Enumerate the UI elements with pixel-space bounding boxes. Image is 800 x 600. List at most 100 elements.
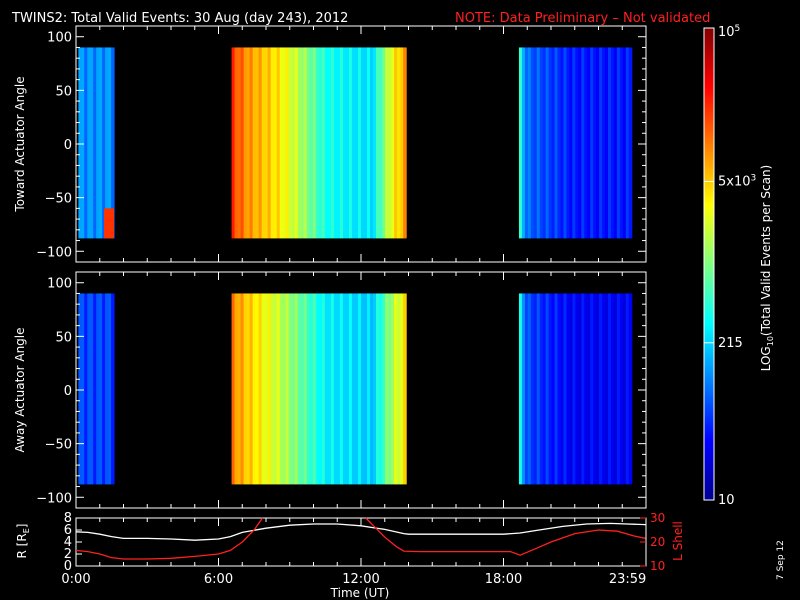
colorbar-tick-label: 105 xyxy=(718,24,740,40)
heatmap-column xyxy=(324,47,329,239)
heatmap-column xyxy=(391,47,395,239)
orbit-left-tick-label: 4 xyxy=(64,535,72,550)
heatmap-column xyxy=(569,47,573,239)
heatmap-column xyxy=(533,293,538,485)
heatmap-column xyxy=(524,293,529,485)
heatmap-column xyxy=(282,293,287,485)
heatmap-column xyxy=(327,293,332,485)
heatmap-column xyxy=(111,47,115,239)
heatmap-column xyxy=(78,47,82,239)
preliminary-note: NOTE: Data Preliminary – Not validated xyxy=(455,11,710,26)
heatmap-column xyxy=(542,293,547,485)
heatmap-hotspot xyxy=(104,208,114,239)
heatmap-column xyxy=(312,47,317,239)
heatmap-column xyxy=(342,47,347,239)
heatmap-column xyxy=(370,47,374,239)
heatmap-column xyxy=(619,293,624,485)
heatmap-column xyxy=(306,293,311,485)
heatmap-column xyxy=(572,293,576,485)
heatmap-column xyxy=(566,47,571,239)
heatmap-column xyxy=(81,47,85,239)
heatmap-column xyxy=(264,293,269,485)
heatmap-column xyxy=(403,47,407,239)
heatmap-column xyxy=(291,293,296,485)
heatmap-column xyxy=(357,293,362,485)
heatmap-column xyxy=(619,47,624,239)
heatmap-column xyxy=(315,47,320,239)
heatmap-column xyxy=(276,293,281,485)
heatmap-column xyxy=(518,293,523,485)
heatmap-column xyxy=(354,293,359,485)
heatmap-column xyxy=(602,293,606,485)
heatmap-column xyxy=(593,293,597,485)
heatmap-column xyxy=(294,47,299,239)
axis-ticks: 100 50 0 −50 −100 100 50 0 −50 −100 0:00 6:00 12:00 1… xyxy=(36,26,647,587)
heatmap-column xyxy=(279,47,284,239)
heatmap-column xyxy=(370,293,374,485)
heatmap-column xyxy=(622,293,627,485)
heatmap-column xyxy=(616,293,621,485)
heatmap-column xyxy=(596,293,600,485)
heatmap-column xyxy=(84,293,88,485)
heatmap-column xyxy=(548,293,553,485)
heatmap-column xyxy=(376,293,380,485)
x-tick-label: 6:00 xyxy=(204,572,233,587)
heatmap-column xyxy=(243,47,248,239)
orbit-right-tick-label: 30 xyxy=(650,511,665,525)
x-tick-label: 23:59 xyxy=(609,572,646,587)
heatmap-column xyxy=(518,47,523,239)
heatmap-column xyxy=(575,293,579,485)
heatmap-column xyxy=(345,293,350,485)
heatmap-column xyxy=(613,293,618,485)
colorbar-tick-label: 215 xyxy=(718,336,743,351)
heatmap-column xyxy=(590,293,594,485)
heatmap-column xyxy=(252,47,257,239)
heatmap-column xyxy=(249,47,254,239)
chart-title: TWINS2: Total Valid Events: 30 Aug (day … xyxy=(11,11,348,26)
heatmap-column xyxy=(237,47,242,239)
heatmap-column xyxy=(333,47,338,239)
away-heatmap xyxy=(78,293,633,485)
heatmap-column xyxy=(527,293,532,485)
heatmap-column xyxy=(560,293,565,485)
heatmap-column xyxy=(291,47,296,239)
heatmap-column xyxy=(87,293,91,485)
heatmap-column xyxy=(309,293,314,485)
heatmap-column xyxy=(391,293,395,485)
heatmap-column xyxy=(231,47,236,239)
heatmap-column xyxy=(373,47,377,239)
heatmap-column xyxy=(376,47,380,239)
heatmap-column xyxy=(605,47,609,239)
heatmap-column xyxy=(105,47,109,239)
heatmap-column xyxy=(270,47,275,239)
heatmap-column xyxy=(264,47,269,239)
heatmap-column xyxy=(93,293,97,485)
heatmap-column xyxy=(261,47,266,239)
x-tick-label: 12:00 xyxy=(342,572,379,587)
heatmap-column xyxy=(360,293,365,485)
heatmap-column xyxy=(231,293,236,485)
heatmap-column xyxy=(339,47,344,239)
heatmap-column xyxy=(373,293,377,485)
heatmap-column xyxy=(397,47,401,239)
heatmap-column xyxy=(318,47,323,239)
heatmap-column xyxy=(581,293,585,485)
heatmap-column xyxy=(578,47,582,239)
heatmap-column xyxy=(267,293,272,485)
heatmap-column xyxy=(587,47,591,239)
heatmap-column xyxy=(240,293,245,485)
heatmap-column xyxy=(336,47,341,239)
heatmap-column xyxy=(336,293,341,485)
heatmap-column xyxy=(622,47,627,239)
heatmap-column xyxy=(530,47,535,239)
y-tick-label: 50 xyxy=(55,330,72,345)
heatmap-column xyxy=(563,47,568,239)
heatmap-column xyxy=(330,47,335,239)
orbit-left-tick-label: 0 xyxy=(64,559,72,574)
heatmap-column xyxy=(527,47,532,239)
heatmap-column xyxy=(285,293,290,485)
heatmap-column xyxy=(255,47,260,239)
heatmap-column xyxy=(584,47,588,239)
heatmap-column xyxy=(530,293,535,485)
